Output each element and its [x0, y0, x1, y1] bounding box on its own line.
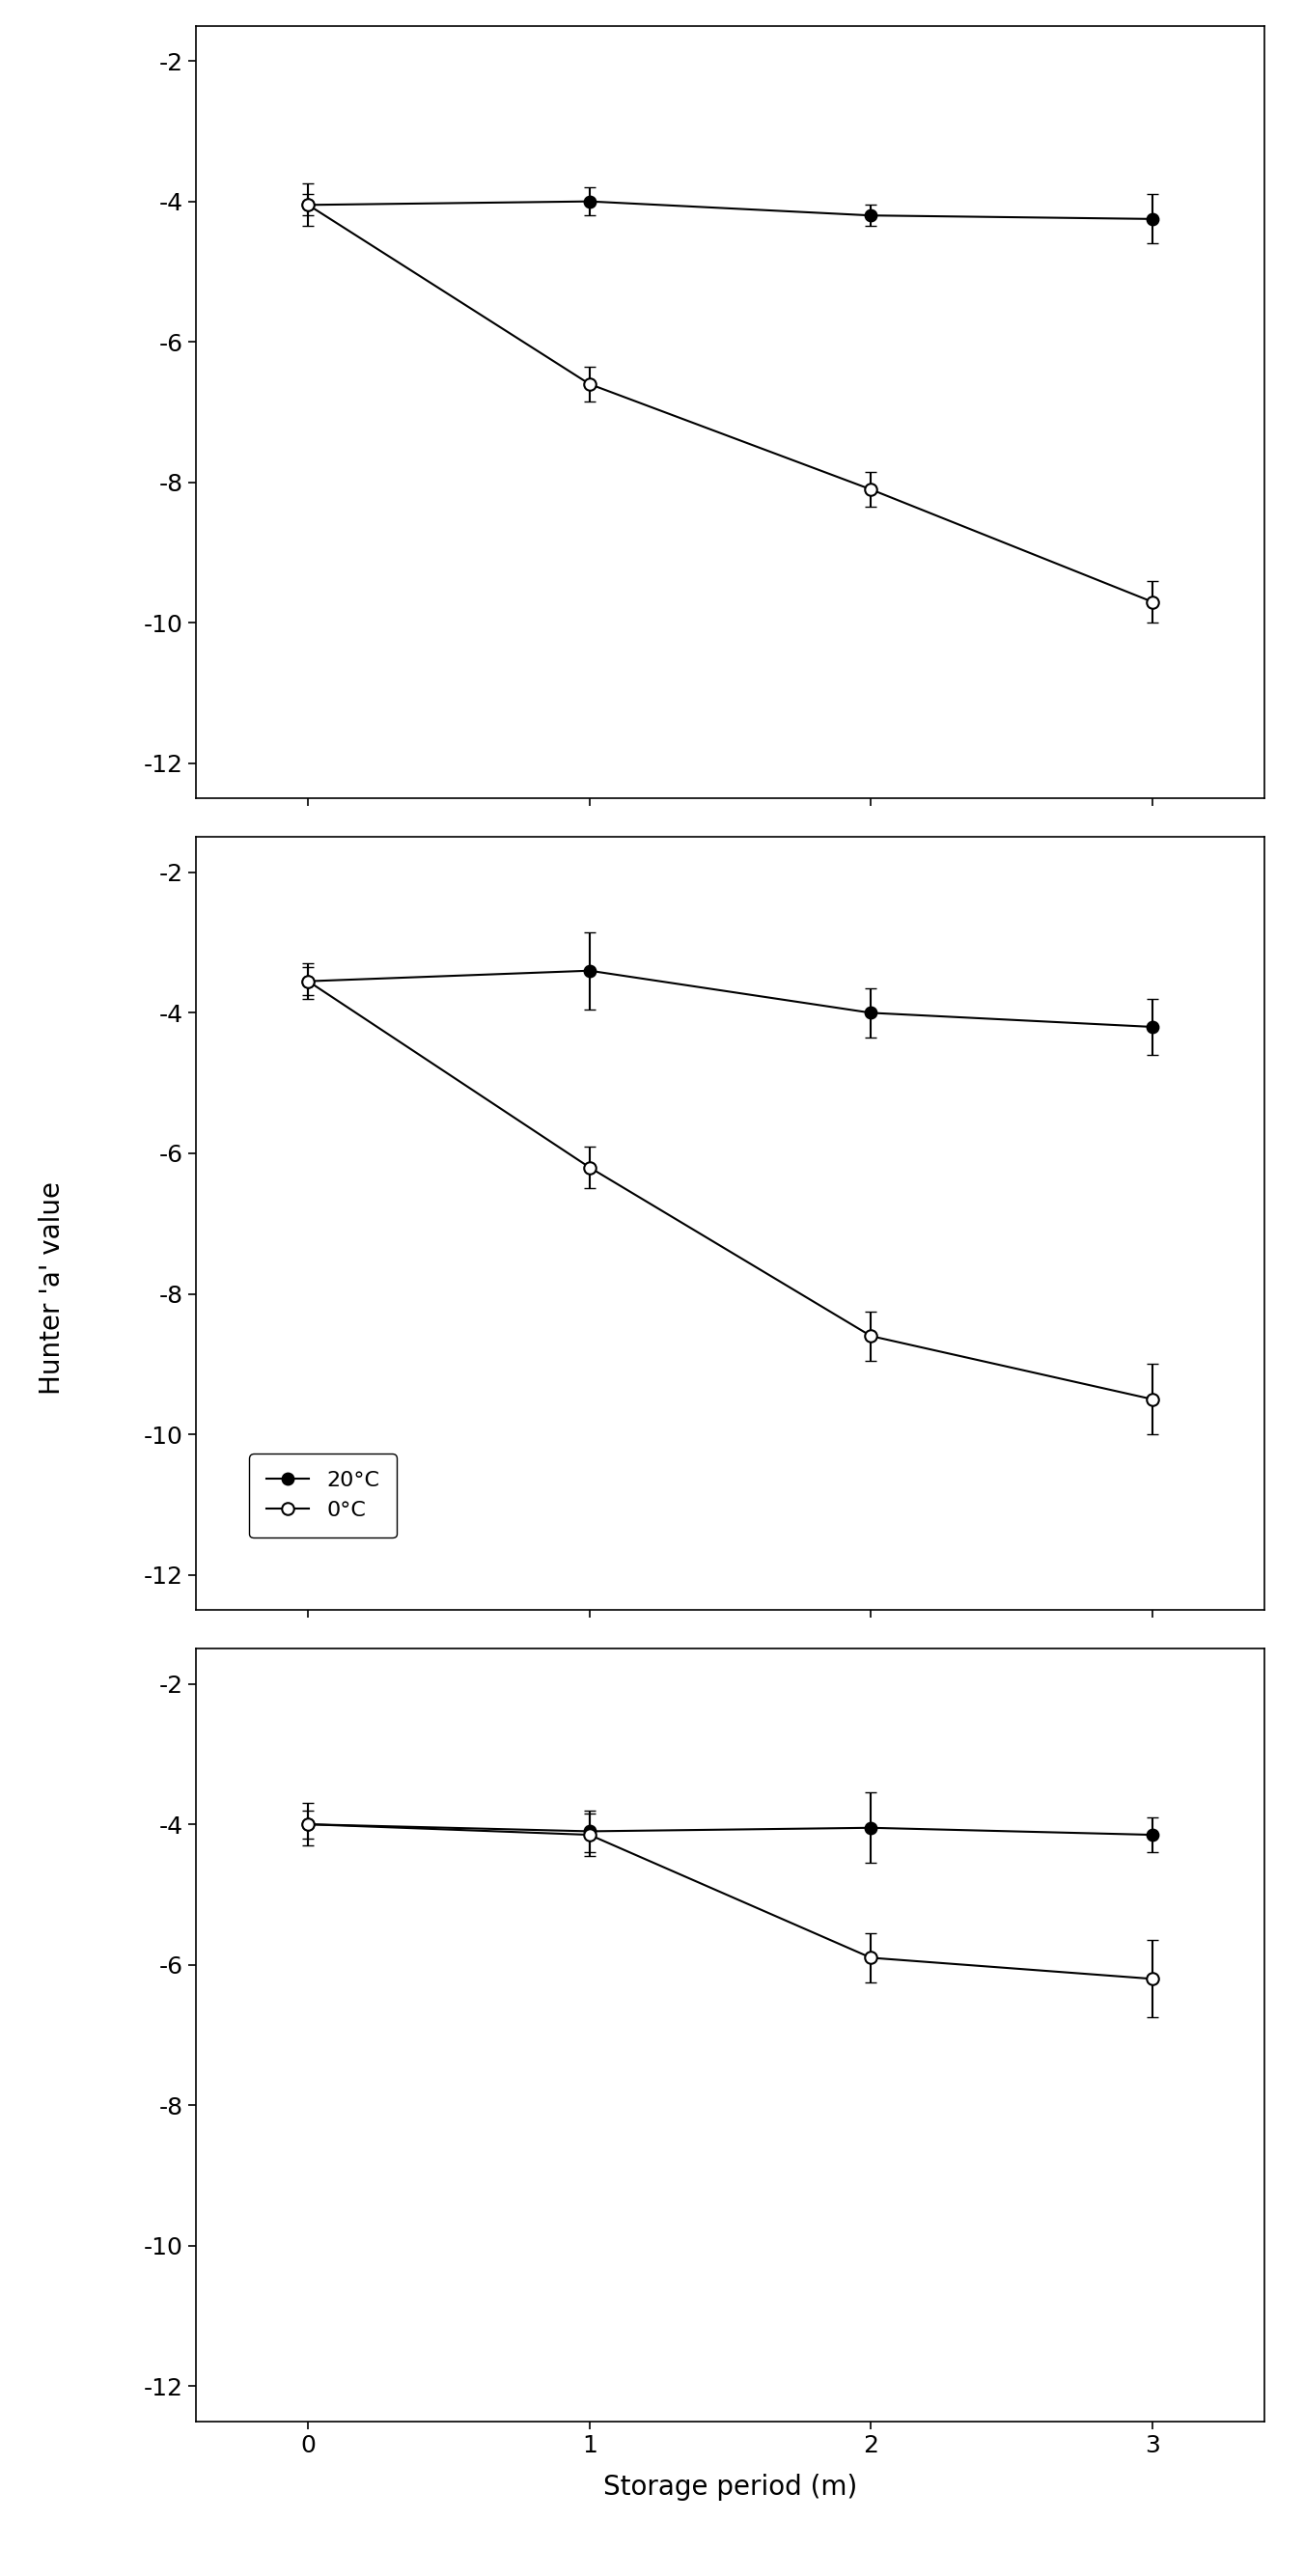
Legend: 20°C, 0°C: 20°C, 0°C [249, 1453, 396, 1538]
X-axis label: Storage period (m): Storage period (m) [604, 2473, 857, 2501]
Text: Hunter 'a' value: Hunter 'a' value [39, 1182, 65, 1394]
